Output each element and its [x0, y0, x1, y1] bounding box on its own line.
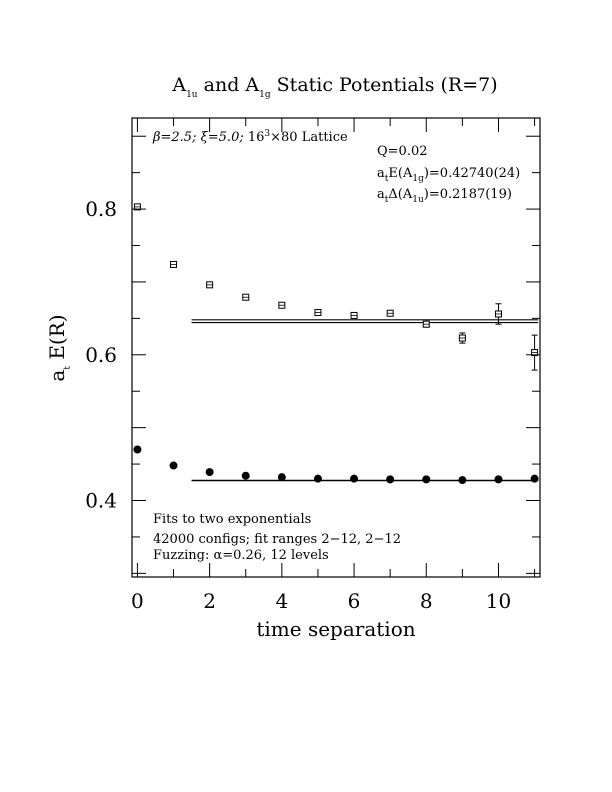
a1g-point	[313, 474, 322, 483]
y-tick-label: 0.4	[85, 489, 117, 513]
axis-ticks	[132, 118, 540, 577]
y-axis-label: at E(R)	[45, 314, 73, 381]
a1g-point	[241, 471, 250, 480]
x-tick-label: 6	[348, 589, 361, 613]
chart-title: A1u and A1g Static Potentials (R=7)	[171, 74, 497, 100]
x-tick-label: 0	[131, 589, 144, 613]
a1g-point	[169, 461, 178, 470]
a1g-point	[277, 473, 286, 482]
fuzzing-annotation: Fuzzing: α=0.26, 12 levels	[153, 548, 329, 563]
x-tick-label: 8	[420, 589, 433, 613]
a1g-point	[133, 445, 142, 454]
a1g-point	[350, 474, 359, 483]
fit-method-annotation: Fits to two exponentials	[153, 512, 311, 527]
energy-annotation: atE(A1g)=0.42740(24)	[377, 166, 520, 184]
a1g-point	[205, 468, 214, 477]
x-axis-label: time separation	[256, 617, 415, 641]
config-annotation: 42000 configs; fit ranges 2−12, 2−12	[153, 532, 401, 547]
y-tick-label: 0.6	[85, 343, 117, 367]
a1g-point	[494, 475, 503, 484]
tick-labels: 0 2 4 6 8 10 0.4 0.6 0.8	[85, 197, 511, 613]
a1g-point	[422, 475, 431, 484]
y-tick-label: 0.8	[85, 197, 117, 221]
x-tick-label: 4	[275, 589, 288, 613]
q-annotation: Q=0.02	[377, 144, 428, 159]
a1g-point	[458, 476, 467, 485]
chart-marks	[133, 203, 539, 485]
x-tick-label: 10	[486, 589, 511, 613]
plot-frame	[131, 117, 541, 578]
a1g-point	[386, 475, 395, 484]
x-tick-label: 2	[203, 589, 216, 613]
a1g-point	[530, 474, 539, 483]
lattice-annotation: β=2.5; ξ=5.0; 163×80 Lattice	[152, 129, 348, 145]
delta-annotation: atΔ(A1u)=0.2187(19)	[377, 187, 512, 205]
